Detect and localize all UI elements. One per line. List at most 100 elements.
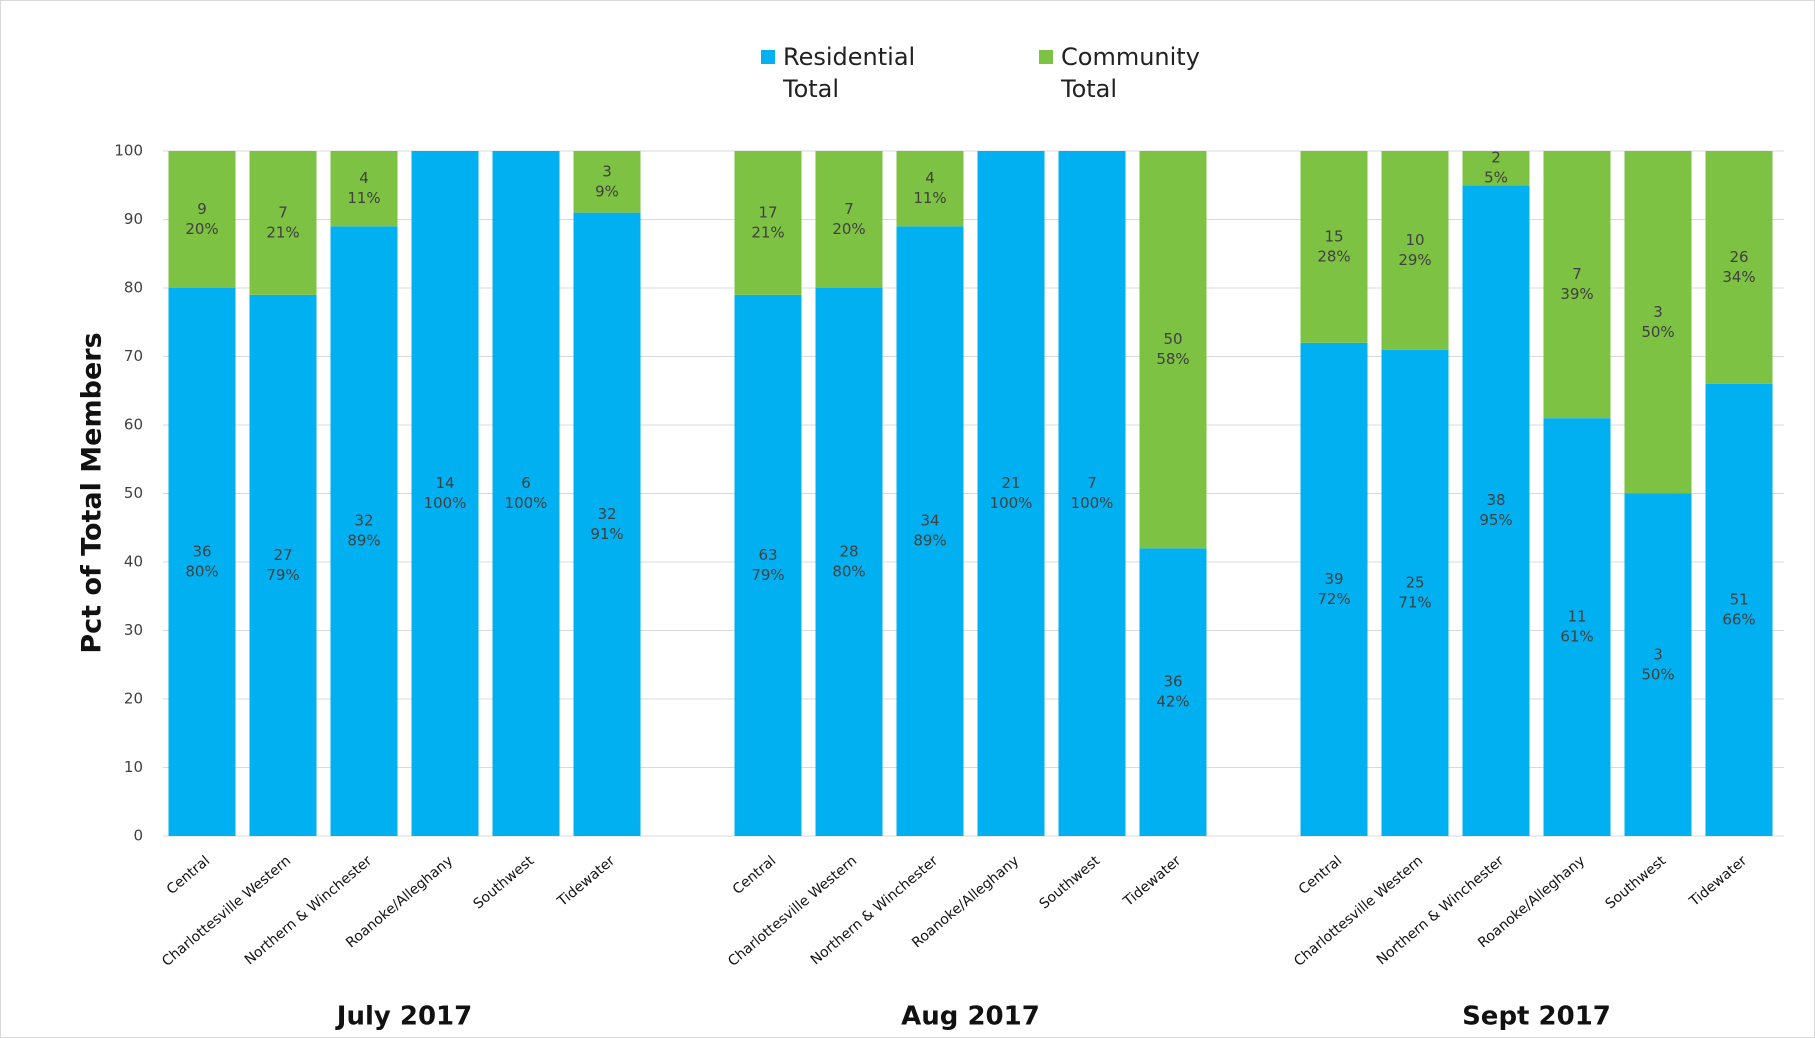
count-label: 27 [273, 546, 292, 564]
bar-segment [168, 288, 236, 836]
bar-segment [1381, 349, 1449, 836]
legend-swatch [1039, 50, 1053, 64]
y-tick-label: 10 [124, 758, 143, 776]
value-label: 11% [913, 189, 946, 207]
count-label: 38 [1486, 491, 1505, 509]
value-label: 89% [913, 532, 946, 550]
x-tick-label: Tidewater [1686, 853, 1750, 911]
value-label: 42% [1156, 693, 1189, 711]
count-label: 7 [278, 203, 288, 221]
bar-segment [977, 151, 1045, 836]
bar-segment [1381, 151, 1449, 350]
value-label: 79% [266, 566, 299, 584]
bar-segment [1705, 383, 1773, 836]
x-tick-label: Charlottesville Western [725, 853, 860, 970]
value-label: 20% [185, 220, 218, 238]
bar-segment [492, 151, 560, 836]
count-label: 63 [758, 546, 777, 564]
y-tick-label: 40 [124, 553, 143, 571]
count-label: 25 [1405, 573, 1424, 591]
value-label: 79% [751, 566, 784, 584]
count-label: 51 [1729, 590, 1748, 608]
count-label: 4 [925, 169, 935, 187]
count-label: 3 [602, 162, 612, 180]
x-tick-label: Charlottesville Western [1291, 853, 1426, 970]
value-label: 28% [1317, 247, 1350, 265]
value-label: 9% [595, 182, 619, 200]
bar-segment [1300, 342, 1368, 836]
value-label: 50% [1641, 323, 1674, 341]
value-label: 95% [1479, 511, 1512, 529]
y-tick-label: 70 [124, 347, 143, 365]
legend-entry: Community Total [1039, 41, 1201, 105]
value-label: 72% [1317, 590, 1350, 608]
value-label: 100% [424, 494, 467, 512]
value-label: 34% [1722, 268, 1755, 286]
count-label: 7 [1572, 265, 1582, 283]
legend-label: Community Total [1061, 43, 1200, 103]
y-tick-label: 30 [124, 621, 143, 639]
value-label: 66% [1722, 610, 1755, 628]
value-label: 100% [505, 494, 548, 512]
bar-segment [1462, 151, 1530, 186]
count-label: 28 [839, 543, 858, 561]
legend-swatch [761, 50, 775, 64]
y-tick-label: 90 [124, 210, 143, 228]
value-label: 21% [266, 223, 299, 241]
bar-segment [330, 226, 398, 837]
bar-segment [734, 294, 802, 837]
bar-segment [573, 151, 641, 213]
value-label: 100% [990, 494, 1033, 512]
count-label: 21 [1001, 474, 1020, 492]
x-tick-label: Central [1296, 853, 1345, 898]
bar-segment [896, 226, 964, 837]
y-axis-label: Pct of Total Members [77, 332, 108, 653]
count-label: 3 [1653, 303, 1663, 321]
legend-label: Residential Total [783, 43, 916, 103]
bar-segment [1543, 418, 1611, 836]
bar-segment [815, 288, 883, 836]
count-label: 2 [1491, 149, 1501, 167]
x-tick-label: Central [730, 853, 779, 898]
count-label: 9 [197, 200, 207, 218]
bar-segment [1300, 151, 1368, 343]
value-label: 71% [1398, 593, 1431, 611]
x-tick-label: Southwest [471, 853, 538, 913]
value-label: 11% [347, 189, 380, 207]
value-label: 91% [590, 525, 623, 543]
y-tick-label: 80 [124, 279, 143, 297]
x-tick-label: Tidewater [554, 853, 618, 911]
count-label: 50 [1163, 330, 1182, 348]
legend-entry: Residential Total [761, 41, 923, 105]
count-label: 15 [1324, 227, 1343, 245]
bar-segment [815, 151, 883, 288]
bar-segment [249, 294, 317, 837]
value-label: 29% [1398, 251, 1431, 269]
value-label: 58% [1156, 350, 1189, 368]
value-label: 5% [1484, 169, 1508, 187]
count-label: 26 [1729, 248, 1748, 266]
count-label: 4 [359, 169, 369, 187]
count-label: 14 [435, 474, 454, 492]
bar-segment [1705, 151, 1773, 384]
bar-segment [330, 151, 398, 227]
value-label: 89% [347, 532, 380, 550]
bar-segment [573, 212, 641, 836]
y-tick-label: 50 [124, 484, 143, 502]
bar-segment [1624, 151, 1692, 494]
y-tick-label: 100 [114, 142, 143, 160]
value-label: 100% [1071, 494, 1114, 512]
count-label: 11 [1567, 608, 1586, 626]
count-label: 7 [844, 200, 854, 218]
count-label: 3 [1653, 645, 1663, 663]
x-tick-label: Southwest [1037, 853, 1104, 913]
group-label: July 2017 [335, 1002, 472, 1032]
group-label: Aug 2017 [901, 1002, 1040, 1032]
value-label: 80% [832, 563, 865, 581]
bar-segment [896, 151, 964, 227]
bar-segment [1058, 151, 1126, 836]
count-label: 17 [758, 203, 777, 221]
x-tick-label: Charlottesville Western [159, 853, 294, 970]
